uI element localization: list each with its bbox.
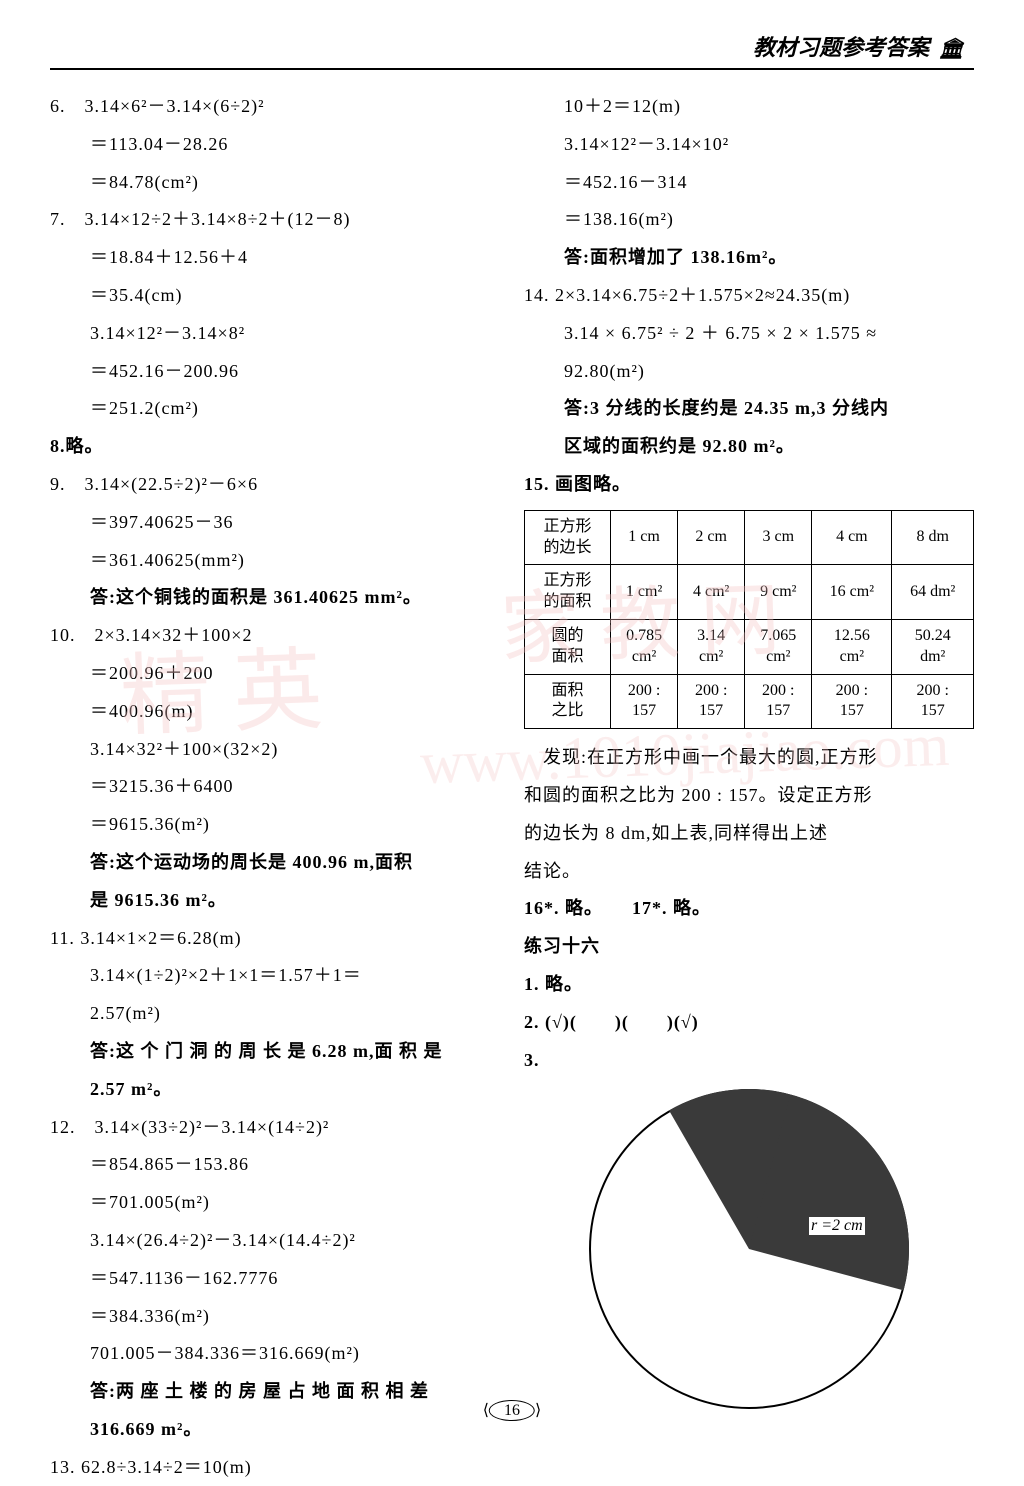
text: ＝35.4(cm) bbox=[50, 277, 500, 315]
text: 3.14 × 6.75² ÷ 2 ＋ 6.75 × 2 × 1.575 ≈ bbox=[524, 315, 974, 353]
table-cell: 4 cm² bbox=[678, 565, 745, 620]
text: 15. 画图略。 bbox=[524, 466, 974, 504]
table-cell: 200 :157 bbox=[892, 674, 974, 729]
table-cell: 4 cm bbox=[812, 510, 892, 565]
text: 结论。 bbox=[524, 853, 974, 891]
text: 3.14×(1÷2)²×2＋1×1＝1.57＋1＝ bbox=[50, 957, 500, 995]
table-cell: 1 cm² bbox=[611, 565, 678, 620]
table-cell: 16 cm² bbox=[812, 565, 892, 620]
text: 13. 62.8÷3.14÷2＝10(m) bbox=[50, 1449, 500, 1486]
text: 3.14×(26.4÷2)²－3.14×(14.4÷2)² bbox=[50, 1222, 500, 1260]
text: 发现:在正方形中画一个最大的圆,正方形 bbox=[524, 739, 974, 777]
text: ＝400.96(m) bbox=[50, 693, 500, 731]
table-cell: 3.14cm² bbox=[678, 619, 745, 674]
text: 10＋2＝12(m) bbox=[524, 88, 974, 126]
table-cell: 8 dm bbox=[892, 510, 974, 565]
text: 1. 略。 bbox=[524, 966, 974, 1004]
table-row: 正方形的面积 1 cm² 4 cm² 9 cm² 16 cm² 64 dm² bbox=[525, 565, 974, 620]
table-row: 正方形的边长 1 cm 2 cm 3 cm 4 cm 8 dm bbox=[525, 510, 974, 565]
text: ＝18.84＋12.56＋4 bbox=[50, 239, 500, 277]
text: 2.57(m²) bbox=[50, 995, 500, 1033]
text: ＝361.40625(mm²) bbox=[50, 542, 500, 580]
text: 7. 3.14×12÷2＋3.14×8÷2＋(12－8) bbox=[50, 201, 500, 239]
table-cell: 200 :157 bbox=[678, 674, 745, 729]
gate-icon: 🏛 bbox=[939, 36, 964, 61]
header-divider bbox=[50, 68, 974, 70]
section-title: 练习十六 bbox=[524, 928, 974, 966]
answer: 答:3 分线的长度约是 24.35 m,3 分线内 bbox=[524, 390, 974, 428]
answer: 答:这个铜钱的面积是 361.40625 mm²。 bbox=[50, 579, 500, 617]
text: ＝200.96＋200 bbox=[50, 655, 500, 693]
answer: 答:这 个 门 洞 的 周 长 是 6.28 m,面 积 是 bbox=[50, 1033, 500, 1071]
radius-label: r =2 cm bbox=[809, 1217, 865, 1235]
answer: 2.57 m²。 bbox=[50, 1071, 500, 1109]
text: 701.005－384.336＝316.669(m²) bbox=[50, 1335, 500, 1373]
table-cell: 7.065cm² bbox=[745, 619, 812, 674]
answer: 区域的面积约是 92.80 m²。 bbox=[524, 428, 974, 466]
left-column: 6. 3.14×6²－3.14×(6÷2)² ＝113.04－28.26 ＝84… bbox=[50, 88, 500, 1486]
text: ＝397.40625－36 bbox=[50, 504, 500, 542]
right-column: 10＋2＝12(m) 3.14×12²－3.14×10² ＝452.16－314… bbox=[524, 88, 974, 1486]
text: ＝452.16－314 bbox=[524, 164, 974, 202]
text: 11. 3.14×1×2＝6.28(m) bbox=[50, 920, 500, 958]
circle-diagram: r =2 cm bbox=[589, 1089, 909, 1409]
text: 16*. 略。 17*. 略。 bbox=[524, 890, 974, 928]
text: 3.14×12²－3.14×10² bbox=[524, 126, 974, 164]
text: ＝701.005(m²) bbox=[50, 1184, 500, 1222]
table-cell: 0.785cm² bbox=[611, 619, 678, 674]
table-row: 圆的面积 0.785cm² 3.14cm² 7.065cm² 12.56cm² … bbox=[525, 619, 974, 674]
table-cell: 200 :157 bbox=[745, 674, 812, 729]
page-title: 教材习题参考答案 bbox=[753, 35, 929, 60]
table-cell: 12.56cm² bbox=[812, 619, 892, 674]
table-cell: 面积之比 bbox=[525, 674, 611, 729]
table-cell: 64 dm² bbox=[892, 565, 974, 620]
text: ＝138.16(m²) bbox=[524, 201, 974, 239]
table-cell: 3 cm bbox=[745, 510, 812, 565]
answer: 答:两 座 土 楼 的 房 屋 占 地 面 积 相 差 bbox=[50, 1373, 500, 1411]
table-cell: 2 cm bbox=[678, 510, 745, 565]
text: ＝384.336(m²) bbox=[50, 1298, 500, 1336]
table-cell: 200 :157 bbox=[611, 674, 678, 729]
page-number: ⟨16⟩ bbox=[483, 1400, 542, 1420]
text: ＝547.1136－162.7776 bbox=[50, 1260, 500, 1298]
text: 14. 2×3.14×6.75÷2＋1.575×2≈24.35(m) bbox=[524, 277, 974, 315]
table-cell: 1 cm bbox=[611, 510, 678, 565]
text: 92.80(m²) bbox=[524, 353, 974, 391]
text: 2. (√)( )( )(√) bbox=[524, 1004, 974, 1042]
table-cell: 200 :157 bbox=[812, 674, 892, 729]
text: 12. 3.14×(33÷2)²－3.14×(14÷2)² bbox=[50, 1109, 500, 1147]
answer: 答:面积增加了 138.16m²。 bbox=[524, 239, 974, 277]
text: 和圆的面积之比为 200 : 157。设定正方形 bbox=[524, 777, 974, 815]
text: ＝854.865－153.86 bbox=[50, 1146, 500, 1184]
table-cell: 正方形的面积 bbox=[525, 565, 611, 620]
answer: 是 9615.36 m²。 bbox=[50, 882, 500, 920]
text: ＝251.2(cm²) bbox=[50, 390, 500, 428]
text: ＝113.04－28.26 bbox=[50, 126, 500, 164]
text: ＝3215.36＋6400 bbox=[50, 768, 500, 806]
text: ＝84.78(cm²) bbox=[50, 164, 500, 202]
answer: 316.669 m²。 bbox=[50, 1411, 500, 1449]
text: 3.14×32²＋100×(32×2) bbox=[50, 731, 500, 769]
text: ＝452.16－200.96 bbox=[50, 353, 500, 391]
data-table: 正方形的边长 1 cm 2 cm 3 cm 4 cm 8 dm 正方形的面积 1… bbox=[524, 510, 974, 729]
table-cell: 正方形的边长 bbox=[525, 510, 611, 565]
text: 的边长为 8 dm,如上表,同样得出上述 bbox=[524, 815, 974, 853]
table-row: 面积之比 200 :157 200 :157 200 :157 200 :157… bbox=[525, 674, 974, 729]
text: 10. 2×3.14×32＋100×2 bbox=[50, 617, 500, 655]
text: 8.略。 bbox=[50, 428, 500, 466]
text: ＝9615.36(m²) bbox=[50, 806, 500, 844]
table-cell: 50.24dm² bbox=[892, 619, 974, 674]
text: 3.14×12²－3.14×8² bbox=[50, 315, 500, 353]
text: 6. 3.14×6²－3.14×(6÷2)² bbox=[50, 88, 500, 126]
answer: 答:这个运动场的周长是 400.96 m,面积 bbox=[50, 844, 500, 882]
table-cell: 圆的面积 bbox=[525, 619, 611, 674]
table-cell: 9 cm² bbox=[745, 565, 812, 620]
text: 9. 3.14×(22.5÷2)²－6×6 bbox=[50, 466, 500, 504]
